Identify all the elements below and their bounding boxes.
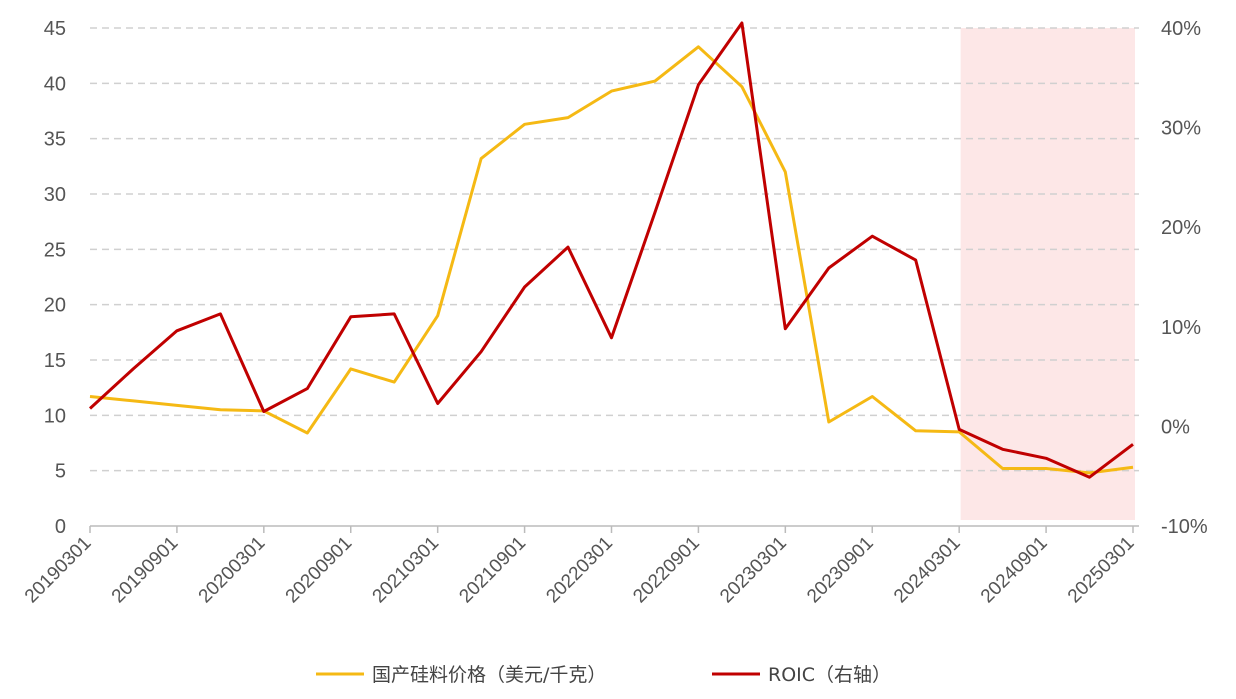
x-axis-tick-label: 20220301 [542, 533, 617, 608]
x-axis-tick-label: 20200301 [195, 533, 270, 608]
x-axis-tick-label: 20220901 [629, 533, 704, 608]
x-axis-tick-label: 20190301 [21, 533, 96, 608]
x-axis-tick-label: 20240301 [890, 533, 965, 608]
left-axis-tick-label: 25 [44, 239, 66, 261]
shaded-region-rect [960, 28, 1135, 520]
left-axis-tick-label: 20 [44, 295, 66, 317]
legend: 国产硅料价格（美元/千克） ROIC（右轴） [316, 664, 891, 686]
left-axis-tick-label: 10 [44, 405, 66, 427]
series-lines [88, 21, 1134, 479]
right-axis-tick-label: 10% [1161, 317, 1201, 339]
right-axis-tick-label: 0% [1161, 416, 1190, 438]
x-axis-tick-label: 20250301 [1064, 533, 1139, 608]
x-axis-tick-label: 20230901 [803, 533, 878, 608]
x-axis-tick-label: 20190901 [108, 533, 183, 608]
legend-label-roic: ROIC（右轴） [768, 664, 891, 686]
left-axis-tick-label: 40 [44, 73, 66, 95]
x-axis-tick-label: 20210301 [369, 533, 444, 608]
shaded-region [960, 28, 1135, 520]
right-axis-tick-label: 30% [1161, 118, 1201, 140]
x-axis-tick-label: 20240901 [977, 533, 1052, 608]
left-axis-tick-label: 45 [44, 18, 66, 40]
left-axis-tick-label: 5 [55, 461, 66, 483]
x-axis-tick-label: 20210901 [455, 533, 530, 608]
right-axis-tick-label: 40% [1161, 18, 1201, 40]
gridlines [90, 27, 1139, 472]
x-axis-tick-label: 20230301 [716, 533, 791, 608]
left-axis-tick-label: 35 [44, 129, 66, 151]
x-axis-tick-label: 20200901 [282, 533, 357, 608]
left-axis-tick-label: 15 [44, 350, 66, 372]
left-axis-tick-label: 0 [55, 516, 66, 538]
legend-label-silicon-price: 国产硅料价格（美元/千克） [372, 664, 606, 686]
right-axis-tick-label: 20% [1161, 217, 1201, 239]
right-axis-tick-label: -10% [1161, 516, 1208, 538]
left-axis-tick-label: 30 [44, 184, 66, 206]
